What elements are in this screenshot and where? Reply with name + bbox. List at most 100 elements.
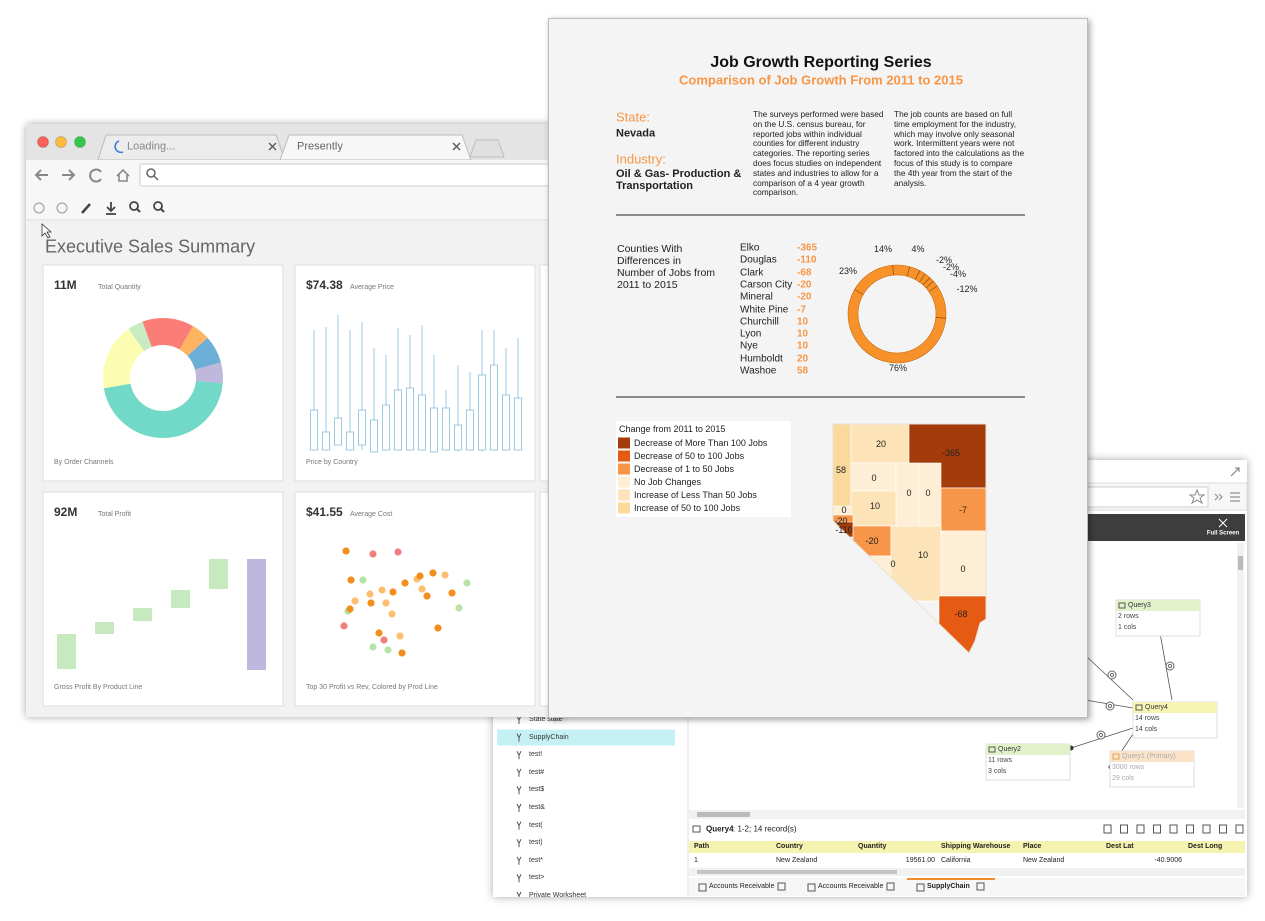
- legend-label: Increase of Less Than 50 Jobs: [634, 489, 757, 500]
- star-icon[interactable]: [1188, 488, 1206, 505]
- legend-box: [616, 421, 791, 517]
- donut-segment: [103, 318, 223, 438]
- scatter-dot: [340, 622, 348, 630]
- download-icon[interactable]: [106, 202, 116, 215]
- tab-close[interactable]: [268, 142, 461, 151]
- county-name: Douglas: [740, 254, 777, 266]
- tab-label[interactable]: SupplyChain: [927, 882, 970, 890]
- home-icon[interactable]: [116, 168, 130, 182]
- tab-close[interactable]: [976, 882, 985, 891]
- scatter-dot: [384, 646, 392, 654]
- tree-item[interactable]: test(: [529, 821, 543, 829]
- tab-title[interactable]: Loading...: [127, 140, 176, 153]
- candle-body: [370, 419, 378, 453]
- county-name: Humboldt: [740, 352, 783, 364]
- toolbar-nav[interactable]: [56, 202, 68, 214]
- tree-item[interactable]: test!: [529, 751, 543, 759]
- legend-title: Change from 2011 to 2015: [619, 423, 726, 434]
- node-rows: 2 rows: [1118, 612, 1139, 620]
- county-change: -20: [797, 279, 812, 291]
- window-button[interactable]: [37, 136, 49, 148]
- county-shape: [890, 525, 942, 602]
- more-icon[interactable]: [1214, 493, 1223, 501]
- scatter-dot: [394, 548, 402, 556]
- report-subtitle: Comparison of Job Growth From 2011 to 20…: [679, 72, 963, 88]
- donut-segment: [103, 318, 223, 438]
- node-title[interactable]: Query1 (Primary): [1122, 752, 1176, 760]
- node-title[interactable]: Query4: [1145, 703, 1168, 711]
- window-button[interactable]: [55, 136, 67, 148]
- search-icon: [146, 168, 156, 178]
- table-cell: New Zealand: [776, 856, 818, 864]
- result-tool-icon[interactable]: [1186, 824, 1194, 834]
- full-screen-icon[interactable]: [1218, 518, 1228, 528]
- card-caption: Gross Profit By Product Line: [54, 683, 143, 691]
- edit-icon[interactable]: [81, 203, 91, 214]
- result-tool-icon[interactable]: [1153, 824, 1161, 834]
- tree-item[interactable]: State state: [529, 715, 563, 723]
- tab-shape-new[interactable]: [469, 139, 505, 158]
- candle-body: [430, 407, 438, 453]
- tree-icon: [516, 874, 522, 883]
- scatter-dot: [429, 569, 437, 577]
- result-tool-icon[interactable]: [1235, 824, 1244, 834]
- toolbar-nav[interactable]: [33, 202, 45, 214]
- tree-icon: [516, 750, 522, 760]
- card-label: Average Cost: [350, 510, 393, 518]
- tab-title[interactable]: Presently: [297, 140, 343, 153]
- scatter-dot: [342, 547, 350, 555]
- result-tool-icon[interactable]: [1136, 824, 1145, 834]
- tree-item[interactable]: test#: [529, 768, 545, 776]
- result-tool-icon[interactable]: [1169, 824, 1178, 834]
- state-value: Nevada: [616, 127, 656, 140]
- scatter-dot: [401, 579, 409, 587]
- candle-body: [346, 431, 354, 451]
- join-icon: [1165, 661, 1175, 671]
- industry-label: Industry:: [616, 151, 666, 167]
- county-name: Carson City: [740, 279, 793, 291]
- legend-label: Increase of 50 to 100 Jobs: [634, 502, 741, 513]
- tree-item[interactable]: test&: [529, 803, 545, 811]
- result-tool-icon[interactable]: [1202, 824, 1211, 834]
- tree-item[interactable]: Private Worksheet: [529, 891, 587, 897]
- zoom-icon[interactable]: [129, 201, 139, 211]
- menu-icon[interactable]: [1230, 492, 1240, 502]
- county-change: -7: [797, 303, 806, 315]
- donut-ring: [848, 265, 946, 363]
- candle-body: [466, 409, 474, 451]
- tab-icon: [916, 883, 925, 892]
- scatter-dot: [416, 572, 424, 580]
- tree-item[interactable]: test): [529, 839, 543, 847]
- waterfall-bar: [209, 559, 228, 589]
- vertical-thumb: [1238, 556, 1243, 570]
- industry-value: Oil & Gas- Production & Transportation: [616, 168, 742, 192]
- report-window: Job Growth Reporting Series Comparison of…: [548, 18, 1088, 718]
- result-tool-icon[interactable]: [1219, 824, 1227, 834]
- node-title[interactable]: Query3: [1128, 601, 1151, 609]
- table-cell: 1: [694, 856, 698, 864]
- tab-label[interactable]: Accounts Receivable: [709, 882, 775, 890]
- expand-icon[interactable]: [1230, 467, 1240, 477]
- map-label: -20: [865, 535, 879, 546]
- nav-icons[interactable]: [34, 169, 76, 181]
- tab-close[interactable]: [886, 882, 895, 891]
- tab-label[interactable]: Accounts Receivable: [818, 882, 884, 890]
- tree-item[interactable]: test>: [529, 874, 545, 882]
- tree-item[interactable]: SupplyChain: [529, 733, 569, 741]
- waterfall-bar: [171, 590, 190, 608]
- reload-icon[interactable]: [89, 168, 102, 183]
- table-header: Quantity: [858, 842, 887, 850]
- result-tool-icon[interactable]: [1103, 824, 1112, 834]
- window-button[interactable]: [74, 136, 86, 148]
- node-title[interactable]: Query2: [998, 745, 1021, 753]
- tree-item[interactable]: test*: [529, 856, 544, 864]
- scatter-dot: [448, 589, 456, 597]
- url-field[interactable]: [139, 163, 561, 187]
- tab-close[interactable]: [777, 882, 786, 891]
- tree-item[interactable]: test$: [529, 786, 545, 794]
- node-header: [1110, 751, 1194, 762]
- result-tool-icon[interactable]: [1120, 824, 1128, 834]
- h-scrollbar: [688, 810, 1245, 819]
- zoom-icon[interactable]: [153, 201, 163, 211]
